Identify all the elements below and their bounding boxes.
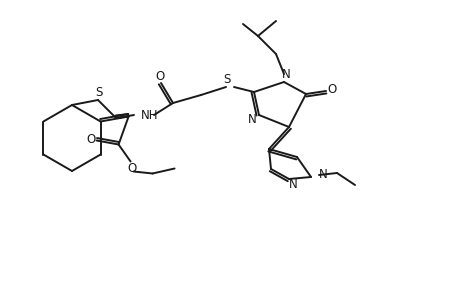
Text: NH: NH [141, 109, 158, 122]
Text: S: S [223, 73, 230, 85]
Text: S: S [95, 85, 102, 98]
Text: N: N [281, 68, 290, 80]
Text: N: N [288, 178, 297, 191]
Text: N: N [318, 169, 327, 182]
Text: O: O [155, 70, 164, 83]
Text: O: O [327, 82, 336, 95]
Text: O: O [127, 162, 136, 175]
Text: N: N [247, 112, 256, 125]
Text: O: O [86, 133, 95, 146]
